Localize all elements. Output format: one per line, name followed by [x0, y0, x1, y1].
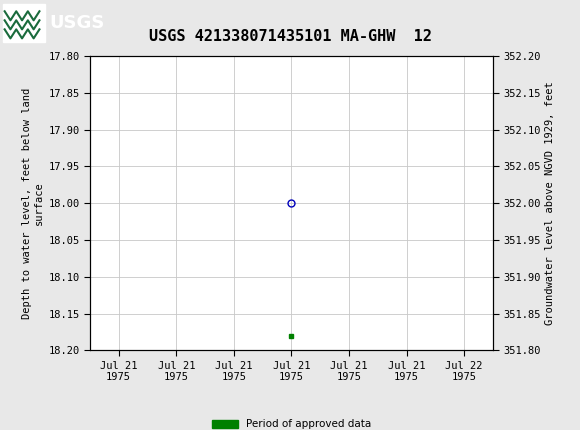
- FancyBboxPatch shape: [3, 3, 45, 42]
- Y-axis label: Depth to water level, feet below land
surface: Depth to water level, feet below land su…: [23, 88, 44, 319]
- Y-axis label: Groundwater level above NGVD 1929, feet: Groundwater level above NGVD 1929, feet: [545, 81, 555, 325]
- Text: USGS 421338071435101 MA-GHW  12: USGS 421338071435101 MA-GHW 12: [148, 29, 432, 44]
- Legend: Period of approved data: Period of approved data: [208, 415, 375, 430]
- Text: USGS: USGS: [49, 14, 104, 31]
